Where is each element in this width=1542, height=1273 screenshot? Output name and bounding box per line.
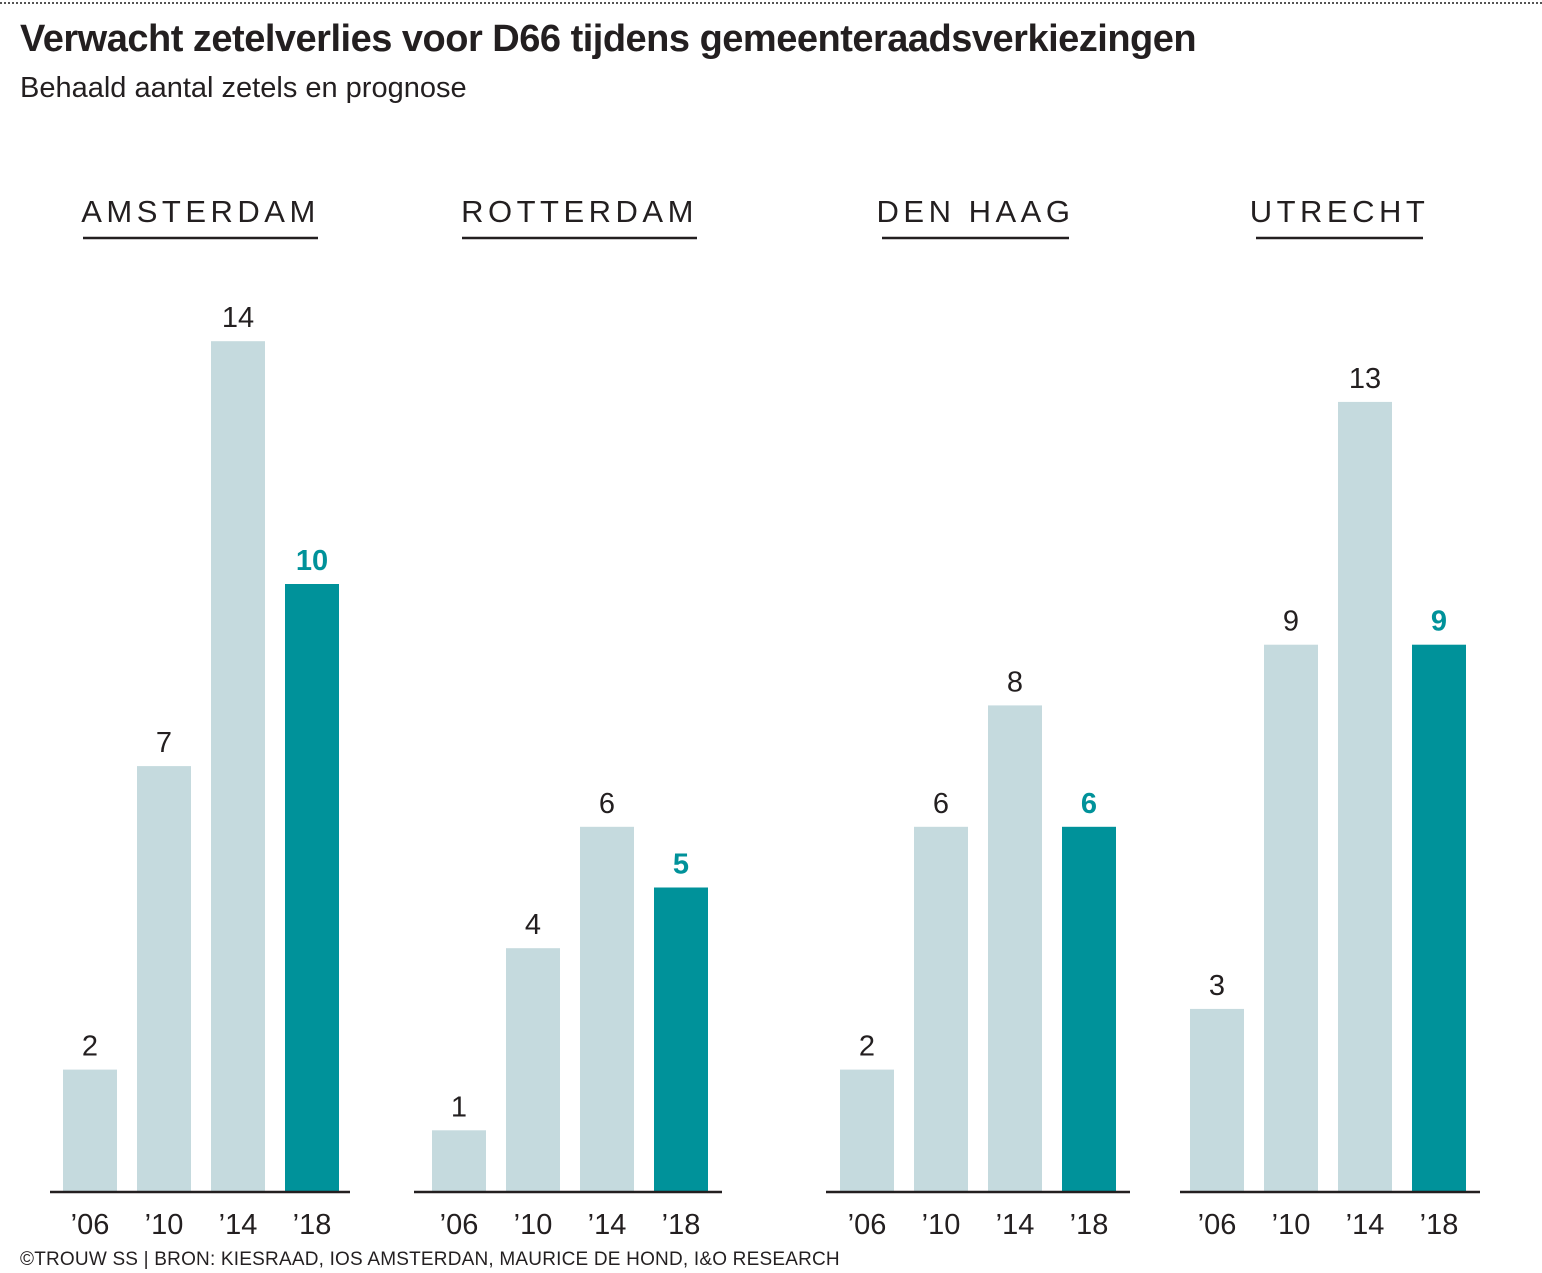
top-dotted-rule xyxy=(0,2,1542,4)
tick-label-amsterdam-0: ’06 xyxy=(71,1209,110,1241)
tick-label-rotterdam-0: ’06 xyxy=(440,1209,479,1241)
tick-label-rotterdam-1: ’10 xyxy=(514,1209,553,1241)
value-label-utrecht-0: 3 xyxy=(1209,970,1225,1002)
panel-title-rotterdam: ROTTERDAM xyxy=(461,194,698,229)
bar-utrecht-0 xyxy=(1190,1008,1244,1191)
tick-label-den-haag-0: ’06 xyxy=(848,1209,887,1241)
tick-label-rotterdam-3: ’18 xyxy=(662,1209,701,1241)
tick-label-rotterdam-2: ’14 xyxy=(588,1209,627,1241)
tick-label-utrecht-3: ’18 xyxy=(1420,1209,1459,1241)
bar-den-haag-1 xyxy=(914,826,968,1191)
value-label-den-haag-2: 8 xyxy=(1007,666,1023,698)
tick-label-den-haag-3: ’18 xyxy=(1070,1209,1109,1241)
tick-label-amsterdam-1: ’10 xyxy=(145,1209,184,1241)
bar-rotterdam-2 xyxy=(580,826,634,1191)
value-label-rotterdam-0: 1 xyxy=(451,1091,467,1123)
value-label-den-haag-1: 6 xyxy=(933,788,949,820)
value-label-amsterdam-3: 10 xyxy=(296,545,328,577)
bar-den-haag-3 xyxy=(1062,826,1116,1191)
tick-label-amsterdam-3: ’18 xyxy=(293,1209,332,1241)
tick-label-utrecht-2: ’14 xyxy=(1346,1209,1385,1241)
value-label-utrecht-3: 9 xyxy=(1431,606,1447,638)
chart-title: Verwacht zetelverlies voor D66 tijdens g… xyxy=(20,18,1197,60)
bar-utrecht-2 xyxy=(1338,401,1392,1191)
panel-title-utrecht: UTRECHT xyxy=(1250,194,1430,229)
value-label-amsterdam-0: 2 xyxy=(82,1031,98,1063)
value-label-amsterdam-2: 14 xyxy=(222,302,254,334)
bar-amsterdam-3 xyxy=(285,584,339,1191)
tick-label-den-haag-2: ’14 xyxy=(996,1209,1035,1241)
tick-label-amsterdam-2: ’14 xyxy=(219,1209,258,1241)
source-credit: ©TROUW SS | BRON: KIESRAAD, IOS AMSTERDA… xyxy=(20,1249,840,1270)
panel-title-amsterdam: AMSTERDAM xyxy=(81,194,320,229)
bar-rotterdam-1 xyxy=(506,948,560,1191)
tick-label-den-haag-1: ’10 xyxy=(922,1209,961,1241)
tick-label-utrecht-0: ’06 xyxy=(1198,1209,1237,1241)
bar-amsterdam-0 xyxy=(63,1069,117,1191)
bar-utrecht-3 xyxy=(1412,644,1466,1191)
bar-den-haag-2 xyxy=(988,705,1042,1191)
panel-title-den-haag: DEN HAAG xyxy=(877,194,1075,229)
bar-den-haag-0 xyxy=(840,1069,894,1191)
tick-label-utrecht-1: ’10 xyxy=(1272,1209,1311,1241)
value-label-utrecht-1: 9 xyxy=(1283,606,1299,638)
chart-subtitle: Behaald aantal zetels en prognose xyxy=(20,72,467,104)
value-label-rotterdam-3: 5 xyxy=(673,849,689,881)
value-label-amsterdam-1: 7 xyxy=(156,727,172,759)
value-label-utrecht-2: 13 xyxy=(1349,363,1381,395)
value-label-rotterdam-1: 4 xyxy=(525,909,541,941)
bar-rotterdam-0 xyxy=(432,1130,486,1191)
bar-utrecht-1 xyxy=(1264,644,1318,1191)
value-label-den-haag-3: 6 xyxy=(1081,788,1097,820)
bar-amsterdam-2 xyxy=(211,341,265,1191)
value-label-den-haag-0: 2 xyxy=(859,1031,875,1063)
value-label-rotterdam-2: 6 xyxy=(599,788,615,820)
bar-amsterdam-1 xyxy=(137,766,191,1191)
bar-rotterdam-3 xyxy=(654,887,708,1191)
